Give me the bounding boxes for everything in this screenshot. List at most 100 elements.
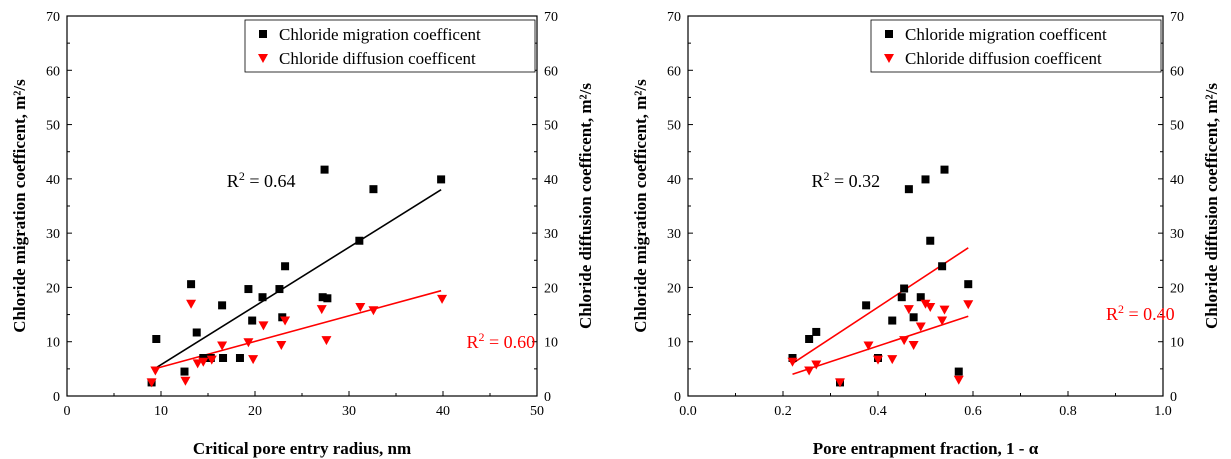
series-migration	[147, 165, 446, 387]
legend-marker	[258, 54, 268, 63]
y-tick-label-right: 30	[1170, 227, 1184, 242]
data-point	[180, 376, 191, 386]
y-tick-label-left: 30	[46, 227, 60, 242]
data-point	[915, 322, 926, 332]
data-point	[248, 316, 257, 325]
legend-marker	[259, 30, 267, 38]
data-point	[323, 294, 332, 303]
data-point	[150, 366, 161, 376]
r-squared-annotation: R2 = 0.64	[227, 169, 296, 191]
data-point	[437, 175, 446, 184]
y-tick-label-left: 0	[674, 390, 681, 405]
y-tick-label-left: 70	[667, 10, 681, 25]
r-squared-annotation: R2 = 0.60	[467, 330, 536, 352]
x-tick-label: 10	[154, 404, 168, 419]
data-point	[355, 236, 364, 245]
r-squared-value: = 0.64	[245, 171, 296, 191]
x-tick-label: 0.0	[679, 404, 697, 419]
data-point	[248, 355, 259, 365]
series-diffusion	[787, 299, 974, 388]
data-point	[316, 305, 327, 315]
y-tick-label-right: 60	[1170, 64, 1184, 79]
r-squared-superscript: 2	[824, 169, 830, 183]
data-point	[863, 341, 874, 351]
legend-marker	[885, 30, 893, 38]
r-squared-value: = 0.32	[830, 171, 881, 191]
series-diffusion	[146, 294, 448, 388]
y-tick-label-right: 0	[544, 390, 551, 405]
r-squared-superscript: 2	[239, 169, 245, 183]
legend-box	[870, 19, 1162, 73]
data-point	[192, 328, 201, 337]
y-tick-label-left: 20	[46, 281, 60, 296]
data-point	[954, 367, 963, 376]
r-squared-value: = 0.40	[1124, 304, 1175, 324]
x-tick-label: 50	[530, 404, 544, 419]
y-tick-label-left: 70	[46, 10, 60, 25]
data-point	[963, 300, 974, 310]
r-squared-superscript: 2	[479, 330, 485, 344]
data-point	[939, 305, 950, 315]
y-tick-label-left: 40	[46, 173, 60, 188]
y-tick-label-left: 20	[667, 281, 681, 296]
y-tick-label-left: 40	[667, 173, 681, 188]
x-tick-label: 0.2	[774, 404, 792, 419]
data-point	[938, 262, 947, 271]
y-tick-label-left: 10	[46, 336, 60, 351]
data-point	[187, 280, 196, 289]
data-point	[275, 285, 284, 294]
y-axis-title-left: Chloride migration coefficent, m²/s	[631, 79, 650, 333]
r-squared-base: R	[1106, 304, 1118, 324]
x-tick-label: 0.4	[869, 404, 887, 419]
data-point	[368, 306, 379, 316]
x-tick-label: 30	[342, 404, 356, 419]
legend-label: Chloride migration coefficent	[279, 25, 481, 44]
data-point	[909, 313, 918, 322]
data-point	[805, 335, 814, 343]
x-tick-label: 0	[64, 404, 71, 419]
x-tick-label: 0.6	[964, 404, 982, 419]
data-point	[812, 327, 821, 336]
plot-frame	[687, 15, 1164, 397]
x-tick-label: 0.8	[1059, 404, 1077, 419]
data-point	[318, 293, 327, 302]
data-point	[937, 316, 948, 326]
y-tick-label-right: 60	[544, 64, 558, 79]
y-tick-label-right: 70	[544, 10, 558, 25]
data-point	[186, 299, 197, 309]
data-point	[964, 280, 973, 289]
data-point	[146, 378, 157, 388]
data-point	[835, 378, 845, 388]
data-point	[926, 236, 935, 245]
data-point	[888, 316, 897, 325]
legend-box	[244, 19, 536, 73]
data-point	[243, 338, 254, 348]
x-axis-title: Pore entrapment fraction, 1 - α	[813, 439, 1039, 458]
y-tick-label-right: 10	[544, 336, 558, 351]
data-point	[217, 341, 228, 351]
data-point	[811, 360, 822, 370]
data-point	[281, 262, 290, 271]
y-tick-label-right: 30	[544, 227, 558, 242]
data-point	[321, 336, 332, 346]
data-point	[787, 357, 798, 367]
y-tick-label-right: 40	[544, 173, 558, 188]
y-tick-label-left: 50	[667, 119, 681, 134]
data-point	[904, 185, 913, 194]
data-point	[180, 367, 189, 376]
trendline	[792, 315, 969, 376]
y-tick-label-right: 70	[1170, 10, 1184, 25]
y-tick-label-right: 10	[1170, 336, 1184, 351]
data-point	[258, 321, 269, 331]
data-point	[258, 293, 267, 302]
r-squared-base: R	[812, 171, 824, 191]
legend-label: Chloride diffusion coefficent	[279, 49, 476, 68]
legend-label: Chloride diffusion coefficent	[905, 49, 1102, 68]
r-squared-value: = 0.60	[485, 332, 536, 352]
r-squared-superscript: 2	[1118, 302, 1124, 316]
data-point	[437, 294, 448, 304]
data-point	[862, 301, 871, 310]
